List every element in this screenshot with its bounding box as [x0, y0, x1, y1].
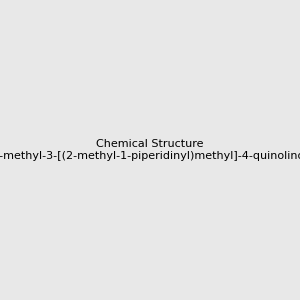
Text: Chemical Structure
2-methyl-3-[(2-methyl-1-piperidinyl)methyl]-4-quinolinol: Chemical Structure 2-methyl-3-[(2-methyl… — [0, 139, 300, 161]
